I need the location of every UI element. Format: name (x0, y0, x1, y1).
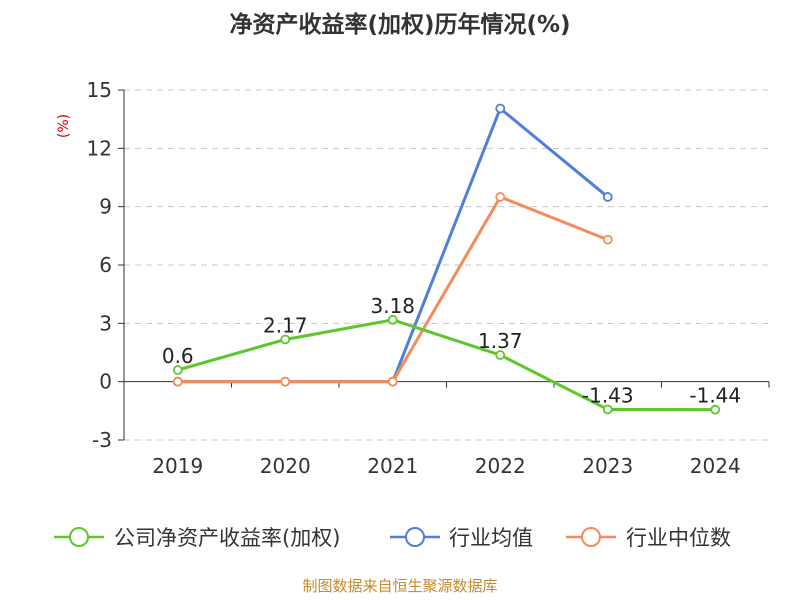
data-label: 0.6 (162, 344, 194, 368)
series-line (177, 106, 609, 384)
series-point (172, 365, 183, 375)
series-group (172, 103, 721, 415)
series-line (177, 195, 609, 384)
data-labels: 0.6 2.17 3.18 1.37 -1.43 -1.44 (162, 294, 741, 408)
series-point (387, 314, 398, 325)
legend-marker (405, 527, 425, 547)
y-tick-label: 15 (87, 78, 112, 102)
series-point (387, 376, 398, 387)
data-label: 3.18 (370, 294, 415, 318)
series-point (602, 234, 613, 245)
x-tick-label: 2021 (367, 454, 418, 478)
series-point (495, 350, 506, 360)
y-tick-label: -3 (92, 428, 112, 452)
data-label: -1.43 (582, 383, 634, 407)
y-tick-label: 3 (99, 311, 112, 335)
x-tick-label: 2022 (475, 454, 526, 478)
y-tick-label: 9 (99, 195, 112, 219)
y-tick-label: 12 (87, 136, 112, 160)
series-point (710, 404, 721, 415)
y-axis-unit: (%) (56, 114, 72, 138)
x-tick-label: 2023 (582, 454, 633, 478)
x-tick-labels: 2019 2020 2021 2022 2023 2024 (152, 454, 740, 478)
source-note: 制图数据来自恒生聚源数据库 (302, 577, 497, 595)
series-point (280, 334, 291, 345)
data-label: -1.44 (689, 384, 741, 408)
legend-label: 行业均值 (449, 526, 533, 550)
legend-marker (69, 527, 89, 547)
series-point (495, 103, 506, 114)
legend-marker (581, 527, 601, 547)
chart-title: 净资产收益率(加权)历年情况(%) (229, 11, 570, 38)
x-tick-label: 2019 (152, 454, 203, 478)
series-point (280, 376, 291, 387)
data-label: 1.37 (478, 329, 523, 353)
y-tick-labels: -3 0 3 6 9 12 15 (87, 78, 112, 452)
legend-label: 行业中位数 (626, 526, 731, 550)
y-tick-label: 6 (99, 253, 112, 277)
x-tick-label: 2020 (260, 454, 311, 478)
series-point (495, 192, 506, 202)
series-line (177, 318, 716, 412)
x-tick-label: 2024 (690, 454, 741, 478)
data-label: 2.17 (263, 313, 308, 337)
series-point (172, 376, 183, 387)
grid-lines (118, 89, 769, 441)
series-point (602, 192, 613, 202)
series-point (602, 404, 613, 415)
legend: 公司净资产收益率(加权) 行业均值 行业中位数 (54, 526, 731, 550)
y-tick-label: 0 (99, 370, 112, 394)
legend-label: 公司净资产收益率(加权) (114, 526, 340, 550)
